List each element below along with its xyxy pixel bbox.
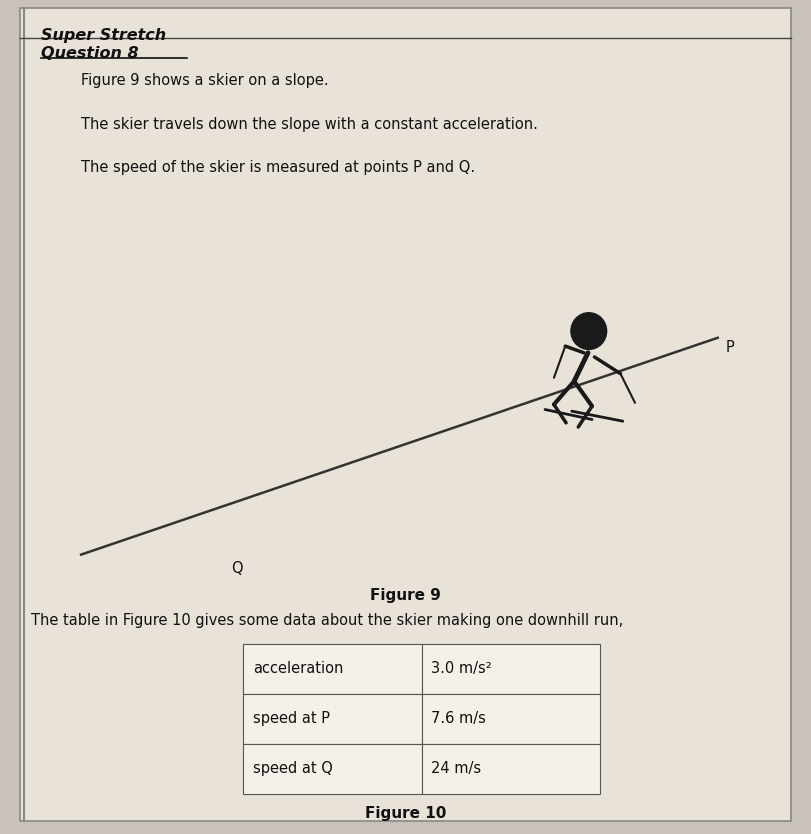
Bar xyxy=(243,744,422,794)
Text: Figure 9: Figure 9 xyxy=(370,588,441,603)
Text: P: P xyxy=(726,340,735,355)
Text: speed at Q: speed at Q xyxy=(253,761,333,776)
Text: 3.0 m/s²: 3.0 m/s² xyxy=(431,661,492,676)
Bar xyxy=(422,744,600,794)
Text: 7.6 m/s: 7.6 m/s xyxy=(431,711,487,726)
Text: Q: Q xyxy=(231,561,242,576)
Text: The table in Figure 10 gives some data about the skier making one downhill run,: The table in Figure 10 gives some data a… xyxy=(31,613,623,628)
FancyBboxPatch shape xyxy=(20,8,791,821)
Text: speed at P: speed at P xyxy=(253,711,330,726)
Bar xyxy=(422,694,600,744)
Bar xyxy=(243,694,422,744)
Text: Super Stretch: Super Stretch xyxy=(41,28,165,43)
Bar xyxy=(243,644,422,694)
Text: Figure 10: Figure 10 xyxy=(365,806,446,821)
Circle shape xyxy=(571,313,607,349)
Text: Question 8: Question 8 xyxy=(41,46,138,61)
Text: The speed of the skier is measured at points P and Q.: The speed of the skier is measured at po… xyxy=(81,160,475,175)
Bar xyxy=(422,644,600,694)
Text: The skier travels down the slope with a constant acceleration.: The skier travels down the slope with a … xyxy=(81,117,538,132)
Text: Figure 9 shows a skier on a slope.: Figure 9 shows a skier on a slope. xyxy=(81,73,328,88)
Text: acceleration: acceleration xyxy=(253,661,343,676)
Text: 24 m/s: 24 m/s xyxy=(431,761,482,776)
